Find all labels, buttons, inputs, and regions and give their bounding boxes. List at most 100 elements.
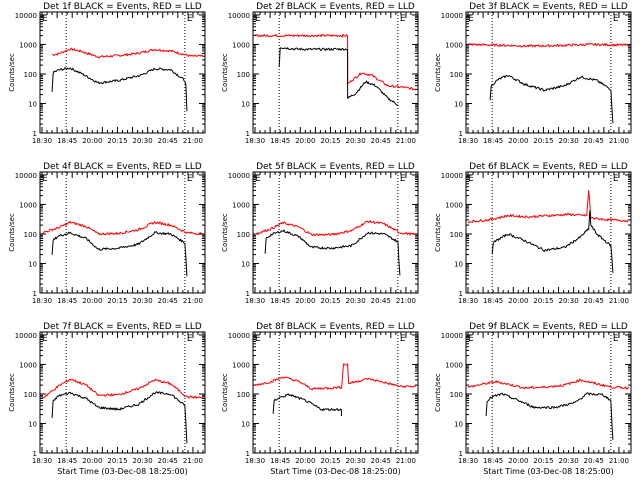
x-tick-label: 20:30 [559,457,579,465]
detector-chart-6: Det 6f BLACK = Events, RED = LLD 1 10 100 10… [434,162,632,305]
y-tick-label: 10 [241,260,250,268]
y-axis-label: Counts/sec [221,373,229,412]
x-tick-label: 18:30 [32,137,52,145]
x-tick-label: 20:30 [559,297,579,305]
events-series-line [489,74,614,124]
corner-mark: E [187,334,193,344]
lld-series-line [254,220,417,237]
corner-mark: E [187,14,193,24]
y-tick-label: 1000 [445,41,463,49]
detector-chart-9: Det 9f BLACK = Events, RED = LLD 1 10 100 10… [434,322,632,476]
corner-mark: E [613,334,619,344]
y-tick-label: 1000 [19,41,37,49]
corner-mark: E [400,334,406,344]
plot-frame [465,11,632,134]
corner-mark: E [42,174,48,184]
detector-chart-2: Det 2f BLACK = Events, RED = LLD 1 10 100 10… [221,2,419,145]
events-series-line [491,210,614,273]
x-tick-label: 18:30 [245,297,265,305]
x-tick-label: 20:15 [533,297,553,305]
y-tick-label: 10000 [441,12,463,20]
events-series-line [485,392,614,440]
chart-title: Det 8f BLACK = Events, RED = LLD [256,322,415,332]
y-tick-label: 10 [241,100,250,108]
x-tick-label: 18:45 [483,457,503,465]
y-tick-label: 1000 [19,361,37,369]
x-tick-label: 20:00 [508,457,528,465]
y-axis-label: Counts/sec [434,213,442,252]
x-tick-label: 20:45 [584,297,604,305]
x-axis-label: Start Time (03-Dec-08 18:25:00) [483,467,614,476]
y-tick-label: 10 [454,100,463,108]
x-tick-label: 18:30 [245,137,265,145]
y-tick-label: 1 [459,290,463,298]
lld-series-line [254,363,417,391]
y-tick-label: 100 [237,71,250,79]
lld-series-line [467,378,630,390]
y-tick-label: 1000 [445,361,463,369]
x-tick-label: 20:30 [559,137,579,145]
events-series-line [264,229,401,276]
y-tick-label: 1 [459,130,463,138]
y-tick-label: 10000 [15,332,37,340]
corner-mark: E [468,334,474,344]
x-tick-label: 18:30 [458,457,478,465]
y-tick-label: 100 [24,231,37,239]
x-tick-label: 18:45 [57,297,77,305]
y-tick-label: 1 [246,130,250,138]
y-tick-label: 10000 [228,12,250,20]
lld-series-line [467,189,630,224]
corner-mark: E [42,334,48,344]
corner-mark: E [187,174,193,184]
y-tick-label: 100 [24,391,37,399]
events-series-line [51,67,188,112]
corner-mark: E [42,14,48,24]
x-tick-label: 18:45 [483,297,503,305]
y-tick-label: 100 [450,231,463,239]
x-tick-label: 20:45 [371,297,391,305]
y-tick-label: 1 [246,450,250,458]
y-tick-label: 1 [33,130,37,138]
corner-mark: E [468,174,474,184]
x-tick-label: 20:30 [346,137,366,145]
plot-frame [252,171,419,294]
plot-frame [252,331,419,454]
y-tick-label: 1 [33,290,37,298]
y-tick-label: 1000 [19,201,37,209]
plot-frame [39,171,206,294]
x-tick-label: 21:00 [396,457,416,465]
lld-series-line [41,378,204,399]
y-tick-label: 1 [459,450,463,458]
x-tick-label: 18:45 [57,137,77,145]
x-tick-label: 20:45 [584,457,604,465]
x-tick-label: 18:45 [270,297,290,305]
y-tick-label: 10 [241,420,250,428]
y-axis-label: Counts/sec [8,53,16,92]
y-tick-label: 10000 [228,172,250,180]
x-tick-label: 18:45 [270,137,290,145]
x-tick-label: 20:15 [533,137,553,145]
x-tick-label: 20:45 [158,297,178,305]
y-tick-label: 1000 [232,41,250,49]
plot-frame [39,11,206,134]
x-tick-label: 18:30 [458,297,478,305]
x-tick-label: 20:45 [158,457,178,465]
y-tick-label: 10000 [15,12,37,20]
corner-mark: E [255,14,261,24]
x-axis-label: Start Time (03-Dec-08 18:25:00) [57,467,188,476]
events-series-line [51,391,188,444]
y-axis-label: Counts/sec [221,53,229,92]
y-tick-label: 10000 [441,172,463,180]
x-tick-label: 20:45 [584,137,604,145]
detector-chart-5: Det 5f BLACK = Events, RED = LLD 1 10 100 10… [221,162,419,305]
y-tick-label: 10000 [228,332,250,340]
x-tick-label: 21:00 [609,137,629,145]
corner-mark: E [255,334,261,344]
corner-mark: E [468,14,474,24]
detector-chart-7: Det 7f BLACK = Events, RED = LLD 1 10 100 10… [8,322,206,476]
y-tick-label: 100 [24,71,37,79]
detector-chart-3: Det 3f BLACK = Events, RED = LLD 1 10 100 10… [434,2,632,145]
plot-frame [465,331,632,454]
x-tick-label: 20:15 [320,297,340,305]
x-tick-label: 20:45 [158,137,178,145]
